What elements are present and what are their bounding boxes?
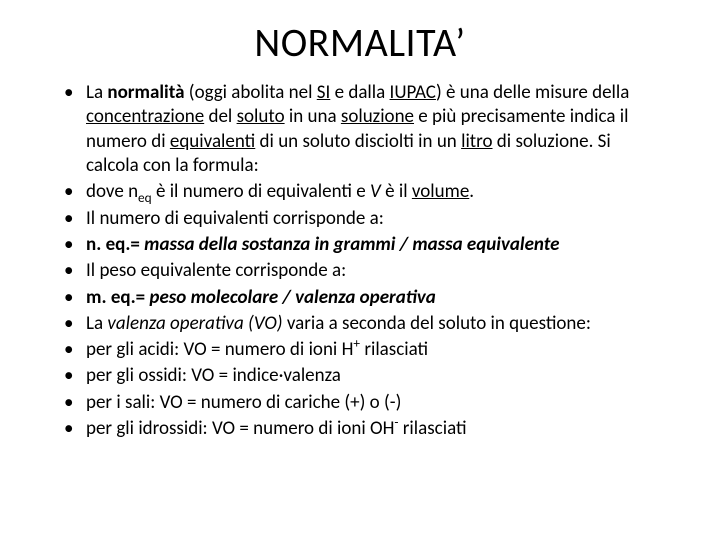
text-run: in una bbox=[285, 105, 341, 128]
text-run: rilasciati bbox=[360, 338, 428, 361]
text-run: Il peso equivalente corrisponde a: bbox=[86, 259, 346, 282]
text-run: varia a seconda del soluto in questione: bbox=[283, 312, 591, 335]
text-run: e dalla bbox=[330, 81, 389, 104]
text-run: è il numero di equivalenti e bbox=[152, 180, 370, 203]
text-run: equivalenti bbox=[170, 130, 255, 153]
text-run: è il bbox=[381, 180, 412, 203]
text-run: rilasciati bbox=[399, 417, 467, 440]
text-run: peso molecolare / valenza operativa bbox=[149, 286, 435, 309]
text-run: dove n bbox=[86, 180, 138, 203]
text-run: soluto bbox=[237, 105, 285, 128]
bullet-item: dove neq è il numero di equivalenti e V … bbox=[64, 180, 660, 204]
text-run: per gli ossidi: VO = indice·valenza bbox=[86, 364, 341, 387]
bullet-list: La normalità (oggi abolita nel SI e dall… bbox=[40, 81, 680, 441]
text-run: del bbox=[204, 105, 236, 128]
text-run: volume bbox=[412, 180, 469, 203]
text-run: valenza operativa (VO) bbox=[107, 312, 282, 335]
text-run: ) è una delle misure della bbox=[436, 81, 629, 104]
bullet-item: per gli acidi: VO = numero di ioni H+ ri… bbox=[64, 338, 660, 362]
text-run: per gli idrossidi: VO = numero di ioni O… bbox=[86, 417, 394, 440]
text-run: m. eq.= bbox=[86, 286, 149, 309]
bullet-item: La valenza operativa (VO) varia a second… bbox=[64, 312, 660, 336]
text-run: V bbox=[370, 180, 381, 203]
text-run: Il numero di equivalenti corrisponde a: bbox=[86, 207, 384, 230]
slide-title: NORMALITA’ bbox=[40, 18, 680, 67]
text-run: litro bbox=[461, 130, 492, 153]
text-run: . bbox=[469, 180, 474, 203]
bullet-item: per i sali: VO = numero di cariche (+) o… bbox=[64, 391, 660, 415]
bullet-item: n. eq.= massa della sostanza in grammi /… bbox=[64, 233, 660, 257]
bullet-item: per gli ossidi: VO = indice·valenza bbox=[64, 364, 660, 388]
bullet-item: Il peso equivalente corrisponde a: bbox=[64, 259, 660, 283]
text-run: La bbox=[86, 312, 107, 335]
text-run: massa della sostanza in grammi / massa e… bbox=[144, 233, 559, 256]
text-run: soluzione bbox=[341, 105, 414, 128]
text-run: per gli acidi: VO = numero di ioni H bbox=[86, 338, 353, 361]
text-run: IUPAC bbox=[390, 81, 436, 104]
text-run: SI bbox=[317, 81, 331, 104]
text-run: concentrazione bbox=[86, 105, 204, 128]
text-run: eq bbox=[138, 189, 152, 206]
slide: NORMALITA’ La normalità (oggi abolita ne… bbox=[0, 0, 720, 540]
text-run: La bbox=[86, 81, 107, 104]
bullet-item: m. eq.= peso molecolare / valenza operat… bbox=[64, 286, 660, 310]
bullet-item: per gli idrossidi: VO = numero di ioni O… bbox=[64, 417, 660, 441]
text-run: di un soluto disciolti in un bbox=[255, 130, 461, 153]
bullet-item: La normalità (oggi abolita nel SI e dall… bbox=[64, 81, 660, 178]
text-run: normalità bbox=[107, 81, 184, 104]
text-run: (oggi abolita nel bbox=[185, 81, 317, 104]
text-run: n. eq.= bbox=[86, 233, 144, 256]
text-run: per i sali: VO = numero di cariche (+) o… bbox=[86, 391, 401, 414]
bullet-item: Il numero di equivalenti corrisponde a: bbox=[64, 207, 660, 231]
